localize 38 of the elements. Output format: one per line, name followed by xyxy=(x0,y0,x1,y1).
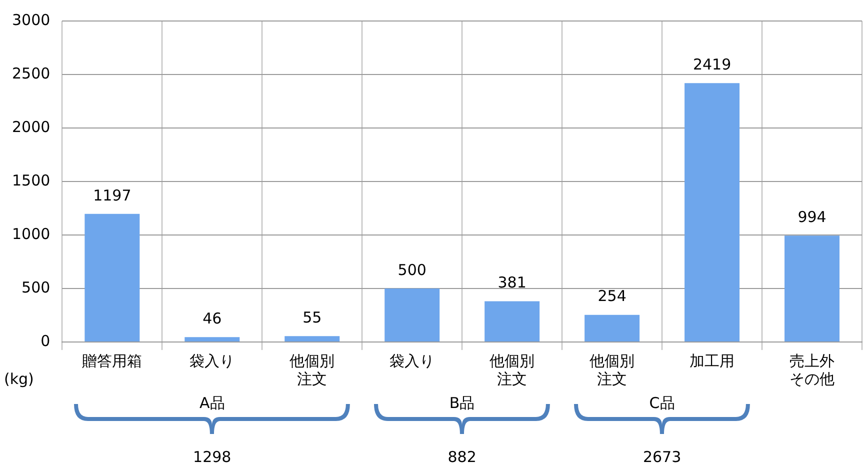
data-label: 1197 xyxy=(93,186,132,204)
x-tick-label: 加工用 xyxy=(690,352,735,370)
bar xyxy=(784,236,840,342)
data-label: 254 xyxy=(598,287,626,306)
x-tick-label: 袋入り xyxy=(190,352,235,370)
data-label: 381 xyxy=(498,274,526,292)
x-tick-label: 売上外その他 xyxy=(790,352,835,388)
y-tick-label: 2500 xyxy=(12,64,50,82)
bar xyxy=(184,337,240,342)
data-label: 46 xyxy=(202,309,222,328)
text: 1298 xyxy=(193,448,232,466)
data-label: 994 xyxy=(798,208,826,226)
y-tick-label: 1000 xyxy=(12,224,50,243)
x-tick-label: 他個別注文 xyxy=(290,352,335,388)
bar xyxy=(284,336,340,342)
text: B品 xyxy=(449,394,475,413)
bar xyxy=(384,288,440,342)
bar xyxy=(584,314,640,342)
x-tick-label: 他個別注文 xyxy=(490,352,535,388)
bar xyxy=(684,83,740,342)
y-tick-label: 500 xyxy=(22,278,50,296)
text: 2673 xyxy=(642,448,682,466)
data-label: 500 xyxy=(398,260,426,279)
data-label: 2419 xyxy=(692,56,732,74)
y-tick-label: 3000 xyxy=(12,10,50,29)
y-tick-label: 0 xyxy=(40,332,50,350)
y-tick-label: 1500 xyxy=(12,171,50,190)
x-tick-label: 贈答用箱 xyxy=(82,352,142,370)
text: (kg) xyxy=(4,370,34,388)
text: A品 xyxy=(200,394,225,413)
y-tick-label: 2000 xyxy=(12,118,50,136)
bar xyxy=(84,214,140,342)
text: 882 xyxy=(448,448,476,466)
bar xyxy=(484,301,540,342)
x-tick-label: 他個別注文 xyxy=(590,352,635,388)
text: C品 xyxy=(649,394,675,413)
x-tick-label: 袋入り xyxy=(390,352,435,370)
data-label: 55 xyxy=(302,308,322,327)
